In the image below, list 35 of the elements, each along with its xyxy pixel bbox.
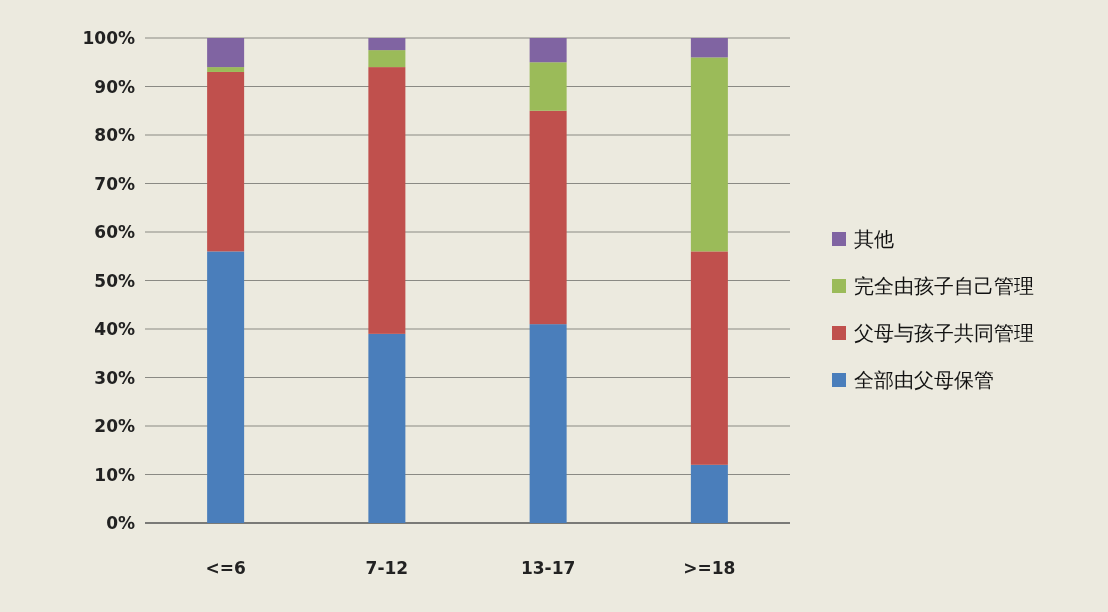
- y-tick-label: 60%: [94, 222, 135, 242]
- y-tick-label: 70%: [94, 173, 135, 194]
- y-tick-label: 80%: [94, 125, 135, 145]
- x-tick-label: >=18: [683, 558, 736, 578]
- x-tick-label: 7-12: [365, 558, 409, 578]
- bar: [690, 251, 728, 465]
- bar: [529, 110, 567, 325]
- y-tick-label: 10%: [94, 464, 135, 485]
- bar: [529, 62, 567, 111]
- bar: [368, 333, 406, 523]
- bar: [368, 50, 406, 68]
- legend-label: 父母与孩子共同管理: [854, 321, 1034, 345]
- bar: [529, 38, 567, 63]
- bar: [368, 38, 406, 51]
- bar: [207, 38, 245, 68]
- y-tick-label: 100%: [82, 28, 135, 48]
- x-tick-label: 13-17: [520, 558, 576, 578]
- bar: [529, 324, 567, 523]
- legend-label: 其他: [854, 227, 894, 251]
- bar: [690, 38, 728, 58]
- y-tick-label: 20%: [94, 416, 135, 436]
- y-tick-label: 30%: [94, 367, 135, 388]
- bar: [690, 57, 728, 252]
- bar: [207, 71, 245, 252]
- y-tick-label: 90%: [94, 76, 135, 97]
- legend-label: 全部由父母保管: [854, 368, 994, 392]
- legend-label: 完全由孩子自己管理: [854, 274, 1034, 298]
- bar: [207, 67, 245, 72]
- y-tick-label: 40%: [94, 319, 135, 339]
- bar: [207, 251, 245, 523]
- bar: [368, 67, 406, 334]
- bar: [690, 464, 728, 523]
- y-tick-label: 50%: [94, 270, 135, 291]
- y-tick-label: 0%: [106, 513, 135, 533]
- x-tick-label: <=6: [205, 558, 246, 578]
